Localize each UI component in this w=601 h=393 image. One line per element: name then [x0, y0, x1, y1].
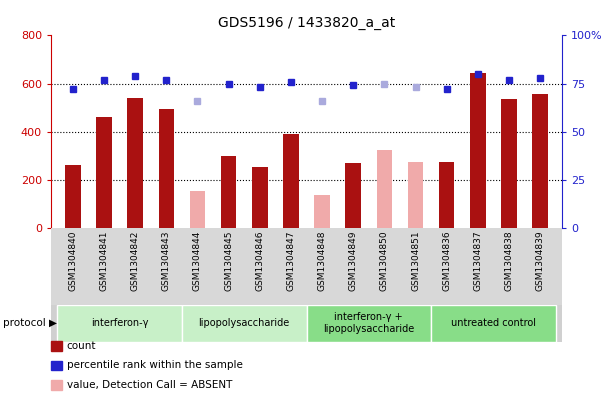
Text: untreated control: untreated control [451, 318, 536, 328]
Bar [190, 191, 206, 228]
Bar [252, 167, 267, 228]
Bar [283, 134, 299, 228]
Bar [346, 163, 361, 228]
Text: percentile rank within the sample: percentile rank within the sample [67, 360, 243, 371]
Bar [470, 73, 486, 228]
Text: GSM1304843: GSM1304843 [162, 230, 171, 291]
Bar [431, 305, 556, 342]
Bar [182, 305, 307, 342]
Text: lipopolysaccharide: lipopolysaccharide [198, 318, 290, 328]
Text: GSM1304849: GSM1304849 [349, 230, 358, 291]
Bar [501, 99, 517, 228]
Bar [377, 150, 392, 228]
Text: protocol ▶: protocol ▶ [3, 318, 57, 328]
Text: GSM1304844: GSM1304844 [193, 230, 202, 290]
Bar [127, 98, 143, 228]
Text: value, Detection Call = ABSENT: value, Detection Call = ABSENT [67, 380, 232, 390]
Text: GSM1304846: GSM1304846 [255, 230, 264, 291]
Bar [307, 305, 431, 342]
Text: GDS5196 / 1433820_a_at: GDS5196 / 1433820_a_at [218, 16, 395, 30]
Text: GSM1304837: GSM1304837 [474, 230, 483, 291]
Bar [221, 156, 236, 228]
Text: GSM1304847: GSM1304847 [287, 230, 296, 291]
Text: GSM1304845: GSM1304845 [224, 230, 233, 291]
Bar [407, 162, 423, 228]
Text: GSM1304840: GSM1304840 [69, 230, 78, 291]
Text: interferon-γ: interferon-γ [91, 318, 148, 328]
Bar [96, 117, 112, 228]
Bar [439, 162, 454, 228]
Bar [57, 305, 182, 342]
Bar [159, 109, 174, 228]
Text: GSM1304836: GSM1304836 [442, 230, 451, 291]
Bar [314, 195, 330, 228]
Text: GSM1304851: GSM1304851 [411, 230, 420, 291]
Text: GSM1304839: GSM1304839 [535, 230, 545, 291]
Text: interferon-γ +
lipopolysaccharide: interferon-γ + lipopolysaccharide [323, 312, 415, 334]
Bar [532, 94, 548, 228]
Text: GSM1304838: GSM1304838 [504, 230, 513, 291]
Text: GSM1304848: GSM1304848 [317, 230, 326, 291]
Text: GSM1304850: GSM1304850 [380, 230, 389, 291]
Text: count: count [67, 341, 96, 351]
Bar [65, 165, 81, 228]
Text: GSM1304842: GSM1304842 [130, 230, 139, 290]
Text: GSM1304841: GSM1304841 [100, 230, 109, 291]
